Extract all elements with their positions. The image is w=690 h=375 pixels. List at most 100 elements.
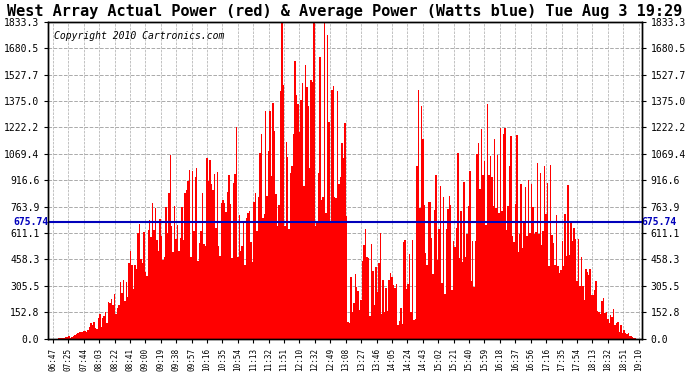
Text: 675.74: 675.74 <box>13 217 48 227</box>
Bar <box>68 336 70 339</box>
Bar <box>130 251 131 339</box>
Bar <box>493 206 494 339</box>
Bar <box>112 305 114 339</box>
Bar <box>299 132 300 339</box>
Bar <box>579 286 580 339</box>
Bar <box>76 334 77 339</box>
Bar <box>510 136 511 339</box>
Bar <box>321 200 322 339</box>
Bar <box>281 22 283 339</box>
Bar <box>186 190 187 339</box>
Bar <box>318 173 319 339</box>
Title: West Array Actual Power (red) & Average Power (Watts blue) Tue Aug 3 19:29: West Array Actual Power (red) & Average … <box>8 4 682 19</box>
Bar <box>325 213 326 339</box>
Bar <box>368 258 369 339</box>
Bar <box>64 338 66 339</box>
Bar <box>215 228 217 339</box>
Bar <box>529 233 531 339</box>
Bar <box>72 336 74 339</box>
Bar <box>594 290 595 339</box>
Bar <box>488 174 490 339</box>
Bar <box>362 261 364 339</box>
Bar <box>607 318 609 339</box>
Bar <box>231 258 233 339</box>
Bar <box>404 240 406 339</box>
Bar <box>291 165 293 339</box>
Bar <box>437 260 438 339</box>
Bar <box>387 311 388 339</box>
Bar <box>503 134 504 339</box>
Bar <box>616 323 618 339</box>
Bar <box>450 206 451 339</box>
Bar <box>227 192 228 339</box>
Bar <box>557 266 559 339</box>
Bar <box>136 269 137 339</box>
Bar <box>273 104 274 339</box>
Bar <box>239 215 240 339</box>
Text: 675.74: 675.74 <box>642 217 677 227</box>
Bar <box>127 297 128 339</box>
Bar <box>255 193 256 339</box>
Bar <box>93 322 95 339</box>
Bar <box>199 243 200 339</box>
Bar <box>149 220 150 339</box>
Bar <box>381 314 382 339</box>
Bar <box>542 231 544 339</box>
Bar <box>331 90 333 339</box>
Bar <box>105 312 106 339</box>
Bar <box>330 222 331 339</box>
Bar <box>111 299 112 339</box>
Bar <box>114 294 115 339</box>
Bar <box>152 203 153 339</box>
Bar <box>317 224 318 339</box>
Bar <box>106 323 108 339</box>
Bar <box>121 293 123 339</box>
Bar <box>586 272 588 339</box>
Bar <box>419 208 421 339</box>
Bar <box>165 207 166 339</box>
Bar <box>180 237 181 339</box>
Bar <box>233 183 234 339</box>
Bar <box>446 229 447 339</box>
Bar <box>566 256 567 339</box>
Bar <box>378 262 380 339</box>
Bar <box>283 85 284 339</box>
Bar <box>67 337 68 339</box>
Bar <box>193 231 195 339</box>
Bar <box>261 134 262 339</box>
Bar <box>393 285 394 339</box>
Bar <box>541 245 542 339</box>
Bar <box>195 177 196 339</box>
Bar <box>589 268 591 339</box>
Bar <box>591 295 593 339</box>
Bar <box>431 238 433 339</box>
Bar <box>262 218 264 339</box>
Bar <box>133 289 135 339</box>
Bar <box>357 291 359 339</box>
Bar <box>421 106 422 339</box>
Bar <box>486 104 488 339</box>
Bar <box>620 325 622 339</box>
Bar <box>532 207 533 339</box>
Bar <box>360 300 362 339</box>
Bar <box>309 168 310 339</box>
Bar <box>585 269 586 339</box>
Bar <box>74 335 76 339</box>
Bar <box>582 286 584 339</box>
Bar <box>356 287 357 339</box>
Bar <box>509 166 510 339</box>
Bar <box>507 206 509 339</box>
Bar <box>170 155 171 339</box>
Bar <box>310 80 312 339</box>
Bar <box>424 206 425 339</box>
Bar <box>422 139 424 339</box>
Bar <box>567 184 569 339</box>
Bar <box>444 294 446 339</box>
Bar <box>601 300 602 339</box>
Bar <box>359 310 360 339</box>
Bar <box>265 111 266 339</box>
Bar <box>549 266 550 339</box>
Bar <box>287 157 288 339</box>
Bar <box>228 175 230 339</box>
Bar <box>202 193 204 339</box>
